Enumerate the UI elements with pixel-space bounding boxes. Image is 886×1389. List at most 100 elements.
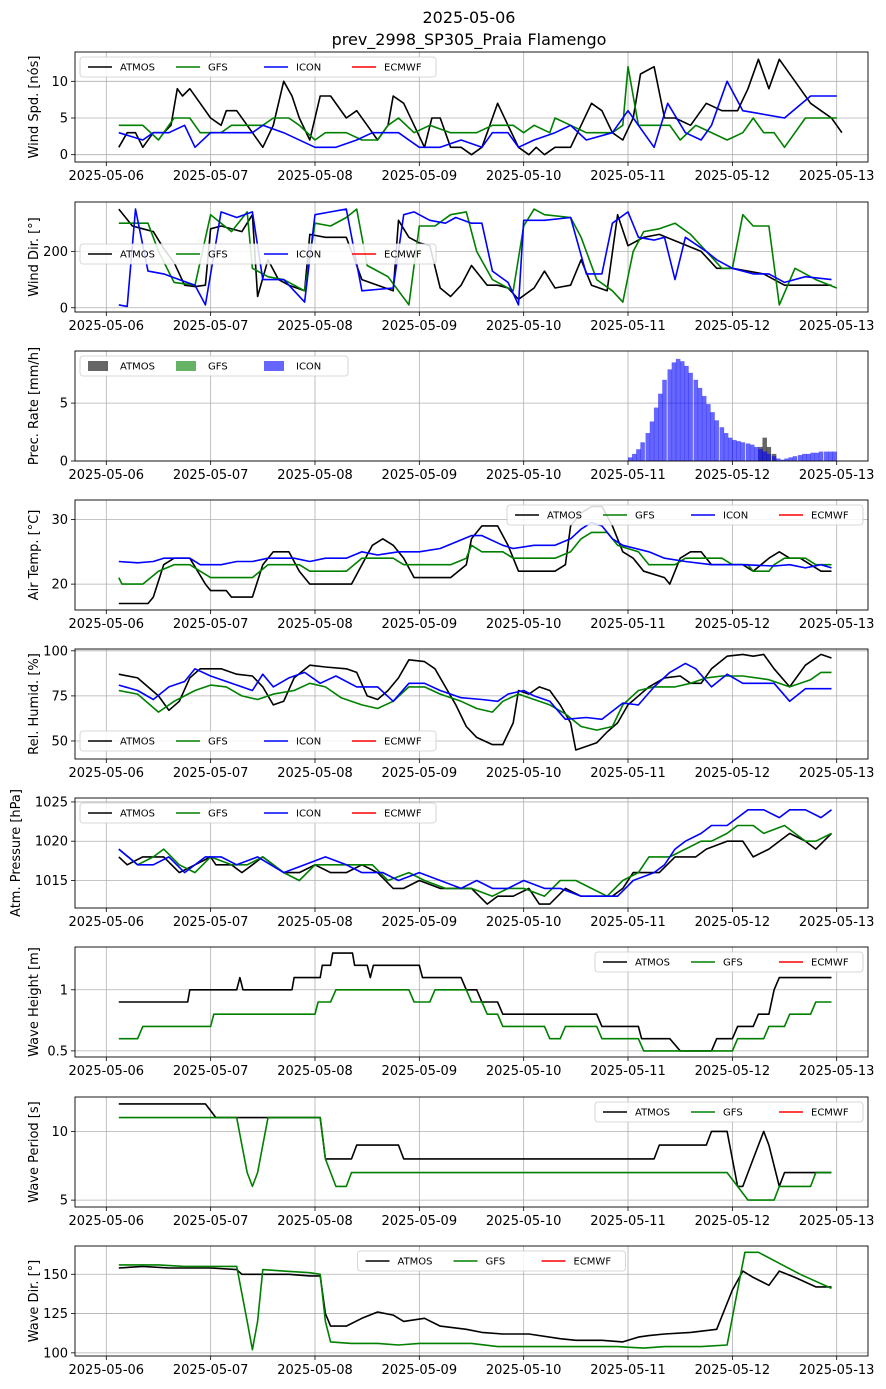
- x-tick-label: 2025-05-13: [799, 319, 875, 334]
- x-tick-label: 2025-05-07: [173, 1064, 249, 1079]
- legend-label-ecmwf: ECMWF: [384, 809, 422, 820]
- y-tick-label: 5: [60, 1194, 68, 1209]
- bar-icon: [627, 457, 633, 461]
- x-tick-label: 2025-05-08: [277, 169, 353, 184]
- x-tick-label: 2025-05-11: [590, 915, 666, 930]
- panel-wave-height: 2025-05-06 2025-05-07 2025-05-08 2025-05-09…: [27, 946, 874, 1079]
- x-tick-label: 2025-05-08: [277, 915, 353, 930]
- axes-frame: [74, 201, 869, 313]
- legend-label-ecmwf: ECMWF: [384, 737, 422, 748]
- x-tick-label: 2025-05-10: [486, 1064, 562, 1079]
- x-tick-label: 2025-05-09: [382, 617, 458, 632]
- y-tick-label: 20: [51, 578, 68, 593]
- axes-frame: [74, 499, 869, 611]
- legend: ATMOS GFS ECMWF: [594, 1101, 864, 1123]
- line-gfs: [118, 1116, 832, 1201]
- panel-wind-direction: 2025-05-06 2025-05-07 2025-05-08 2025-05-09…: [27, 201, 875, 334]
- x-tick-label: 2025-05-07: [173, 766, 249, 781]
- legend-label-atmos: ATMOS: [120, 809, 155, 820]
- bar-icon: [797, 454, 803, 461]
- legend: ATMOS GFS ICON ECMWF: [79, 243, 437, 265]
- legend-swatch-atmos: [88, 361, 108, 371]
- x-tick-label: 2025-05-12: [695, 1064, 771, 1079]
- legend-box: [594, 951, 864, 973]
- x-tick-label: 2025-05-13: [799, 766, 875, 781]
- bar-icon: [788, 457, 794, 461]
- legend: ATMOS GFS ICON ECMWF: [79, 730, 437, 752]
- y-tick-label: 200: [43, 245, 68, 260]
- plot-area: [627, 358, 837, 461]
- y-tick-label: 100: [43, 1346, 68, 1361]
- legend: ATMOS GFS ICON ECMWF: [79, 56, 437, 78]
- x-tick-label: 2025-05-07: [173, 915, 249, 930]
- line-atmos: [118, 832, 833, 905]
- y-axis-label: Wave Dir. [°]: [27, 1260, 42, 1343]
- x-tick-label: 2025-05-08: [277, 617, 353, 632]
- line-gfs: [118, 208, 837, 306]
- bar-icon: [828, 451, 833, 461]
- bar-icon: [631, 453, 637, 461]
- x-tick-label: 2025-05-09: [382, 468, 458, 483]
- bar-icon: [649, 421, 655, 461]
- x-tick-label: 2025-05-09: [382, 169, 458, 184]
- bar-icon: [766, 453, 772, 461]
- plot-area: [118, 505, 832, 605]
- legend: ATMOS GFS ICON ECMWF: [79, 802, 437, 824]
- x-tick-label: 2025-05-08: [277, 468, 353, 483]
- bar-icon: [636, 449, 641, 461]
- bar-icon: [740, 442, 746, 461]
- x-tick-label: 2025-05-09: [382, 915, 458, 930]
- legend-box: [594, 1101, 864, 1123]
- x-tick-label: 2025-05-11: [590, 617, 666, 632]
- panel-air-temp: 2025-05-06 2025-05-07 2025-05-08 2025-05-09…: [27, 499, 875, 632]
- bar-icon: [818, 451, 824, 461]
- x-tick-label: 2025-05-06: [69, 1214, 145, 1229]
- bar-icon: [814, 452, 820, 461]
- bar-icon: [645, 432, 651, 461]
- x-tick-label: 2025-05-11: [590, 1064, 666, 1079]
- y-tick-label: 10: [51, 1125, 68, 1140]
- legend-label-ecmwf: ECMWF: [811, 958, 849, 969]
- x-tick-label: 2025-05-07: [173, 617, 249, 632]
- y-axis-label: Wave Height [m]: [27, 947, 42, 1057]
- legend-label-gfs: GFS: [208, 737, 228, 748]
- bar-icon: [758, 449, 763, 461]
- legend-label-ecmwf: ECMWF: [574, 1257, 612, 1268]
- axes-frame: [74, 350, 869, 462]
- line-gfs: [118, 1251, 832, 1351]
- axes-frame: [74, 648, 869, 760]
- bar-icon: [706, 404, 711, 461]
- legend-box: [506, 504, 864, 526]
- y-tick-label: 100: [43, 644, 68, 659]
- x-tick-label: 2025-05-13: [799, 617, 875, 632]
- x-tick-label: 2025-05-09: [382, 319, 458, 334]
- legend-box: [357, 1250, 626, 1272]
- y-axis-label: Prec. Rate [mm/h]: [27, 347, 42, 465]
- y-axis-label: Wind Dir. [°]: [27, 217, 42, 297]
- line-atmos: [118, 952, 832, 1052]
- bar-icon: [653, 407, 659, 461]
- bar-icon: [727, 437, 733, 461]
- legend-label-atmos: ATMOS: [120, 737, 155, 748]
- x-tick-label: 2025-05-13: [799, 915, 875, 930]
- legend-label-gfs: GFS: [208, 809, 228, 820]
- x-tick-label: 2025-05-06: [69, 169, 145, 184]
- legend-label-atmos: ATMOS: [635, 1108, 670, 1119]
- x-tick-label: 2025-05-06: [69, 617, 145, 632]
- x-tick-label: 2025-05-09: [382, 1214, 458, 1229]
- bar-icon: [736, 441, 741, 461]
- legend-label-icon: ICON: [296, 63, 321, 74]
- line-atmos: [118, 1265, 832, 1343]
- bar-icon: [684, 365, 689, 461]
- x-tick-label: 2025-05-06: [69, 1363, 145, 1378]
- bar-icon: [671, 362, 677, 461]
- bar-icon: [697, 387, 703, 461]
- legend-label-atmos: ATMOS: [547, 511, 582, 522]
- x-tick-label: 2025-05-09: [382, 1363, 458, 1378]
- bar-icon: [714, 420, 720, 461]
- x-tick-label: 2025-05-09: [382, 1064, 458, 1079]
- x-tick-label: 2025-05-07: [173, 319, 249, 334]
- bar-icon: [658, 393, 663, 461]
- x-tick-label: 2025-05-13: [799, 1363, 875, 1378]
